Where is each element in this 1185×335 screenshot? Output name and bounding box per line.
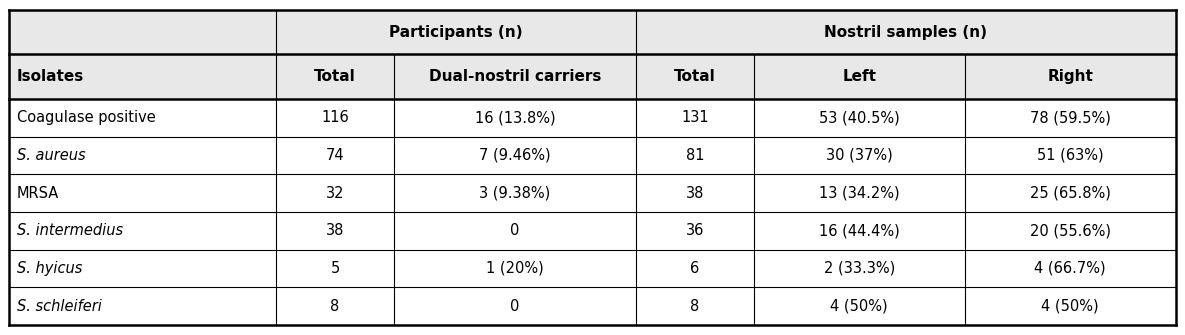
Text: 5: 5 xyxy=(331,261,340,276)
Text: Participants (n): Participants (n) xyxy=(389,25,523,40)
Text: 8: 8 xyxy=(331,298,340,314)
Text: 20 (55.6%): 20 (55.6%) xyxy=(1030,223,1110,238)
Text: S. intermedius: S. intermedius xyxy=(17,223,123,238)
Text: 2 (33.3%): 2 (33.3%) xyxy=(824,261,895,276)
Text: 25 (65.8%): 25 (65.8%) xyxy=(1030,186,1110,201)
Text: S. schleiferi: S. schleiferi xyxy=(17,298,102,314)
Text: Right: Right xyxy=(1048,69,1093,84)
Text: 38: 38 xyxy=(686,186,704,201)
Text: Nostril samples (n): Nostril samples (n) xyxy=(825,25,987,40)
Text: 1 (20%): 1 (20%) xyxy=(486,261,544,276)
Text: 4 (50%): 4 (50%) xyxy=(831,298,888,314)
Bar xyxy=(9,10,1176,55)
Bar xyxy=(9,137,1176,174)
Text: 30 (37%): 30 (37%) xyxy=(826,148,892,163)
Text: 131: 131 xyxy=(681,110,709,125)
Text: 16 (44.4%): 16 (44.4%) xyxy=(819,223,899,238)
Text: 4 (50%): 4 (50%) xyxy=(1042,298,1098,314)
Text: 7 (9.46%): 7 (9.46%) xyxy=(479,148,551,163)
Bar xyxy=(9,287,1176,325)
Bar xyxy=(9,55,1176,99)
Text: 51 (63%): 51 (63%) xyxy=(1037,148,1103,163)
Bar xyxy=(9,250,1176,287)
Text: Dual-nostril carriers: Dual-nostril carriers xyxy=(429,69,601,84)
Text: 38: 38 xyxy=(326,223,345,238)
Text: S. hyicus: S. hyicus xyxy=(17,261,82,276)
Text: Left: Left xyxy=(843,69,876,84)
Text: 74: 74 xyxy=(326,148,345,163)
Text: 8: 8 xyxy=(690,298,699,314)
Text: 4 (66.7%): 4 (66.7%) xyxy=(1035,261,1106,276)
Text: 116: 116 xyxy=(321,110,348,125)
Text: 36: 36 xyxy=(686,223,704,238)
Text: 3 (9.38%): 3 (9.38%) xyxy=(480,186,551,201)
Text: Total: Total xyxy=(314,69,356,84)
Bar xyxy=(9,174,1176,212)
Text: 0: 0 xyxy=(511,298,520,314)
Text: 16 (13.8%): 16 (13.8%) xyxy=(475,110,556,125)
Bar xyxy=(9,99,1176,137)
Text: 0: 0 xyxy=(511,223,520,238)
Text: 81: 81 xyxy=(686,148,704,163)
Text: 13 (34.2%): 13 (34.2%) xyxy=(819,186,899,201)
Text: Isolates: Isolates xyxy=(17,69,84,84)
Text: 32: 32 xyxy=(326,186,345,201)
Text: Total: Total xyxy=(674,69,716,84)
Text: S. aureus: S. aureus xyxy=(17,148,85,163)
Bar xyxy=(9,212,1176,250)
Text: Coagulase positive: Coagulase positive xyxy=(17,110,155,125)
Text: MRSA: MRSA xyxy=(17,186,59,201)
Text: 78 (59.5%): 78 (59.5%) xyxy=(1030,110,1110,125)
Text: 6: 6 xyxy=(690,261,699,276)
Text: 53 (40.5%): 53 (40.5%) xyxy=(819,110,899,125)
